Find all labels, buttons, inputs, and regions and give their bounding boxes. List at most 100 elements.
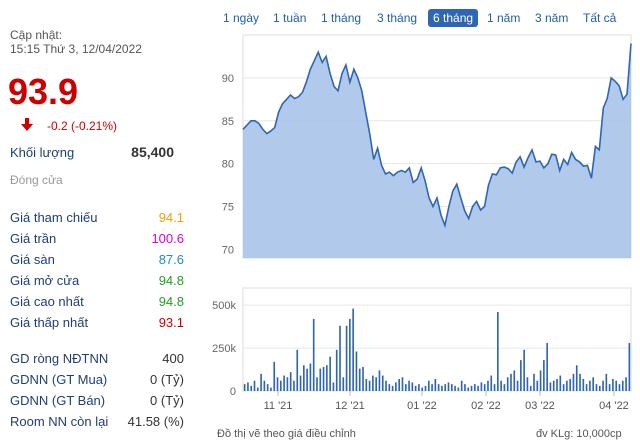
price-stat-2-label: Giá sàn bbox=[10, 252, 55, 267]
volume-bar-90 bbox=[539, 370, 542, 391]
volume-value: 85,400 bbox=[131, 144, 174, 160]
volume-bar-64 bbox=[454, 385, 456, 391]
price-stat-4-value: 94.8 bbox=[158, 294, 184, 309]
volume-bar-48 bbox=[401, 377, 404, 391]
chart-panel: 1 ngày 1 tuần 1 tháng 3 tháng 6 tháng 1 năm 3 … bbox=[200, 0, 640, 446]
volume-bar-49 bbox=[404, 384, 407, 391]
price-stat-0-value: 94.1 bbox=[158, 210, 184, 225]
volume-bar-44 bbox=[388, 384, 391, 391]
volume-bar-27 bbox=[332, 382, 335, 391]
price-y-tick-3: 75 bbox=[222, 202, 234, 214]
volume-bar-13 bbox=[286, 377, 289, 391]
volume-bar-32 bbox=[349, 318, 351, 391]
price-stat-0-label: Giá tham chiếu bbox=[10, 210, 98, 225]
volume-bar-23 bbox=[319, 368, 322, 391]
volume-bar-113 bbox=[615, 380, 618, 391]
foreign-stat-3-label: Room NN còn lại bbox=[10, 414, 109, 429]
x-tick-label-0: 11 '21 bbox=[264, 400, 293, 412]
volume-bar-102 bbox=[579, 373, 581, 391]
range-tab-3[interactable]: 3 tháng bbox=[377, 11, 418, 25]
volume-y-tick-0: 500k bbox=[212, 300, 236, 312]
volume-bar-66 bbox=[460, 380, 463, 391]
volume-bar-63 bbox=[450, 384, 453, 391]
volume-bar-83 bbox=[516, 380, 519, 391]
volume-bar-26 bbox=[329, 356, 331, 391]
volume-bar-96 bbox=[559, 375, 562, 391]
volume-bar-53 bbox=[418, 384, 420, 391]
volume-bar-46 bbox=[395, 382, 397, 391]
volume-bar-89 bbox=[536, 380, 539, 391]
volume-bar-107 bbox=[595, 384, 598, 391]
volume-bar-42 bbox=[381, 375, 384, 391]
volume-bar-10 bbox=[276, 377, 279, 391]
price-chart: 90 85 80 75 70 500k 250k 0 11 '21 12 '21 01 '22 02 … bbox=[212, 34, 632, 412]
volume-bar-97 bbox=[562, 384, 565, 391]
volume-bar-93 bbox=[549, 382, 552, 391]
range-tab-6[interactable]: 3 năm bbox=[535, 11, 569, 25]
foreign-stat-1-label: GDNN (GT Mua) bbox=[10, 372, 108, 387]
volume-bar-77 bbox=[497, 312, 499, 391]
volume-label: Khối lượng bbox=[10, 145, 75, 160]
volume-bar-104 bbox=[585, 384, 588, 391]
volume-bar-110 bbox=[605, 373, 608, 391]
volume-bar-43 bbox=[385, 380, 387, 391]
volume-bar-72 bbox=[480, 382, 483, 391]
volume-bar-101 bbox=[575, 365, 578, 391]
volume-bar-18 bbox=[303, 365, 305, 391]
volume-bar-2 bbox=[250, 385, 253, 391]
volume-bar-94 bbox=[552, 380, 555, 391]
range-tab-2[interactable]: 1 tháng bbox=[321, 11, 362, 25]
price-stat-5-label: Giá thấp nhất bbox=[10, 315, 89, 330]
volume-y-tick-2: 0 bbox=[230, 386, 236, 398]
volume-bar-20 bbox=[309, 363, 312, 391]
range-tab-0[interactable]: 1 ngày bbox=[223, 11, 260, 25]
volume-bar-41 bbox=[378, 370, 381, 391]
volume-bar-98 bbox=[566, 380, 568, 391]
volume-bar-86 bbox=[526, 377, 529, 391]
volume-bar-16 bbox=[296, 349, 299, 391]
price-y-tick-0: 90 bbox=[222, 73, 234, 85]
volume-bar-95 bbox=[556, 378, 558, 391]
volume-unit: đv KLg: 10,000cp bbox=[536, 428, 622, 440]
range-tab-5[interactable]: 1 năm bbox=[487, 11, 521, 25]
volume-bar-62 bbox=[447, 382, 450, 391]
volume-bar-55 bbox=[424, 385, 427, 391]
volume-bar-34 bbox=[355, 351, 358, 391]
volume-bar-73 bbox=[483, 384, 486, 391]
quote-panel: Cập nhật: 15:15 Thứ 3, 12/04/2022 93.9 -… bbox=[0, 0, 200, 446]
range-tab-1[interactable]: 1 tuần bbox=[273, 11, 307, 25]
volume-bar-76 bbox=[493, 384, 496, 391]
volume-y-tick-1: 250k bbox=[212, 343, 236, 355]
volume-bar-36 bbox=[362, 366, 364, 391]
volume-bar-61 bbox=[444, 384, 447, 391]
volume-bar-117 bbox=[628, 342, 631, 391]
foreign-stat-3-value: 41.58 (%) bbox=[127, 414, 184, 429]
volume-bar-39 bbox=[372, 375, 374, 391]
volume-bar-108 bbox=[598, 385, 601, 391]
volume-bar-38 bbox=[368, 380, 371, 391]
volume-bar-47 bbox=[398, 378, 401, 391]
volume-bar-109 bbox=[602, 380, 604, 391]
volume-bar-37 bbox=[365, 378, 368, 391]
range-tab-4[interactable]: 6 tháng bbox=[428, 9, 479, 27]
volume-bar-100 bbox=[572, 373, 575, 391]
range-tab-7[interactable]: Tất cả bbox=[583, 11, 617, 25]
volume-bar-8 bbox=[270, 387, 272, 391]
volume-bar-67 bbox=[464, 384, 466, 391]
price-stat-4-label: Giá cao nhất bbox=[10, 294, 84, 309]
volume-bar-71 bbox=[477, 385, 479, 391]
volume-bar-11 bbox=[279, 380, 282, 391]
foreign-stat-0-value: 400 bbox=[162, 351, 184, 366]
volume-bar-15 bbox=[293, 380, 295, 391]
volume-bar-51 bbox=[411, 382, 414, 391]
volume-bar-19 bbox=[306, 368, 308, 391]
volume-bar-82 bbox=[513, 370, 516, 391]
foreign-stat-2-label: GDNN (GT Bán) bbox=[10, 393, 106, 408]
volume-bar-4 bbox=[256, 387, 259, 391]
volume-bar-5 bbox=[260, 373, 262, 391]
volume-bar-12 bbox=[283, 375, 285, 391]
volume-bar-84 bbox=[520, 360, 522, 391]
price-y-tick-4: 70 bbox=[222, 244, 234, 256]
volume-bar-79 bbox=[503, 384, 506, 391]
price-area bbox=[243, 43, 631, 258]
